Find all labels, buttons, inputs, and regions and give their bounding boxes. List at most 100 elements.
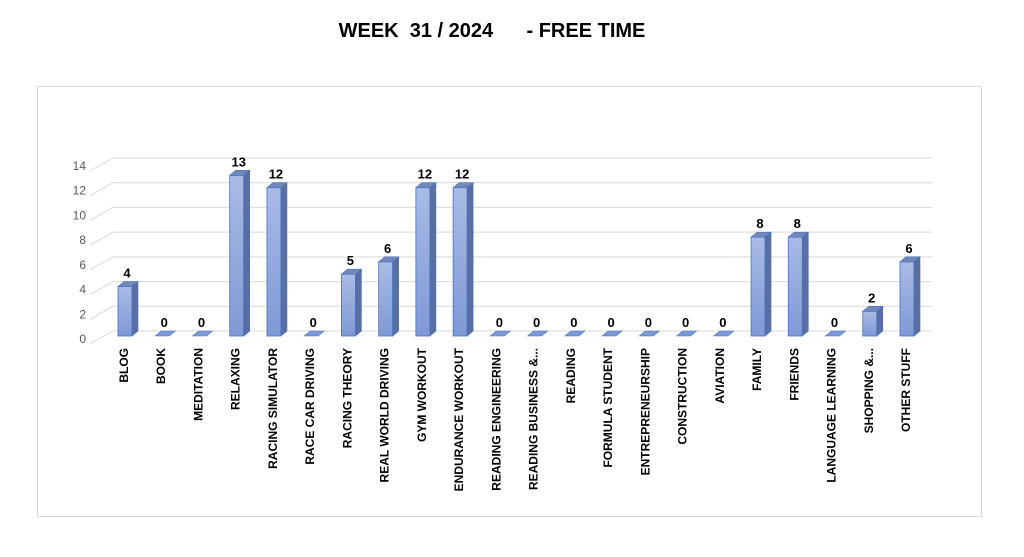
data-label: 0 (533, 315, 540, 330)
gridline (89, 256, 932, 271)
y-tick-label: 10 (73, 208, 87, 222)
gridline (89, 157, 932, 172)
chart-title: WEEK 31 / 2024 - FREE TIME (338, 20, 646, 42)
bar-top (861, 305, 884, 312)
bar-top (787, 231, 810, 238)
bar-top (117, 281, 139, 287)
bar-top (191, 330, 214, 337)
data-label: 2 (868, 290, 875, 305)
data-label: 4 (123, 266, 131, 281)
bar (787, 236, 803, 337)
bar-side (243, 169, 251, 337)
bar-side (466, 182, 474, 337)
data-label: 0 (607, 315, 614, 330)
bar-top (712, 330, 735, 337)
data-label: 0 (161, 315, 168, 330)
bar-side (392, 256, 399, 337)
y-tick-label: 8 (79, 233, 86, 247)
x-tick-label: BLOG (117, 348, 131, 383)
chart-frame (37, 86, 982, 517)
bar (452, 187, 468, 337)
y-tick-label: 12 (73, 184, 87, 198)
data-label: 13 (231, 154, 245, 169)
bar-side (764, 231, 772, 337)
y-tick-label: 14 (73, 159, 87, 173)
bar-top (415, 182, 437, 189)
data-label: 12 (455, 167, 469, 182)
data-label: 12 (418, 167, 432, 182)
bar-side (280, 182, 288, 337)
x-tick-label: FRIENDS (787, 348, 801, 401)
bar-side (131, 280, 139, 337)
bar-top (638, 330, 661, 337)
bar-top (154, 330, 177, 337)
x-tick-label: RELAXING (229, 348, 243, 410)
x-tick-label: FAMILY (750, 348, 764, 391)
bar-top (340, 268, 363, 275)
bar-top (489, 330, 512, 337)
data-label: 0 (719, 315, 726, 330)
bar (229, 174, 245, 337)
bar-top (266, 182, 288, 189)
bar-side (429, 182, 437, 337)
bar (378, 261, 394, 337)
bar (750, 236, 766, 337)
data-label: 8 (756, 216, 763, 231)
x-tick-label: OTHER STUFF (899, 348, 913, 432)
data-label: 8 (794, 216, 801, 231)
bar-top (601, 330, 623, 337)
y-tick-label: 0 (79, 332, 86, 346)
data-label: 0 (645, 315, 652, 330)
bar (862, 310, 878, 337)
y-tick-label: 6 (79, 258, 86, 272)
x-tick-label: ENDURANCE WORKOUT (452, 347, 466, 491)
bar-top (824, 330, 847, 337)
bar-top (750, 231, 772, 238)
data-label: 0 (570, 315, 577, 330)
data-label: 6 (384, 241, 391, 256)
bar-top (377, 256, 400, 263)
x-tick-label: RACING SIMULATOR (266, 348, 280, 469)
gridline (89, 182, 932, 197)
x-tick-label: AVIATION (713, 348, 727, 404)
x-tick-label: RACE CAR DRIVING (303, 348, 317, 465)
bar-top (564, 330, 586, 337)
data-label: 0 (682, 315, 689, 330)
x-tick-label: ENTREPRENEURSHIP (638, 348, 652, 475)
x-tick-label: READING ENGINEERING (489, 348, 503, 491)
data-label: 6 (905, 241, 912, 256)
bar (415, 187, 431, 337)
data-label: 5 (347, 253, 354, 268)
bar-side (801, 231, 809, 337)
x-tick-label: READING (564, 348, 578, 403)
bar (117, 286, 133, 337)
y-tick-label: 4 (79, 283, 86, 297)
x-tick-label: LANGUAGE LEARNING (825, 348, 839, 483)
gridline (89, 305, 932, 320)
bar-top (452, 182, 474, 189)
bar (899, 261, 915, 337)
x-tick-label: READING BUSINESS &... (527, 348, 541, 490)
bar-top (526, 330, 549, 337)
x-tick-label: RACING THEORY (340, 348, 354, 448)
gridline (89, 231, 932, 246)
bar (341, 273, 356, 337)
bar-top (303, 330, 326, 337)
bar-top (675, 330, 698, 337)
gridline (89, 206, 932, 221)
bar-top (228, 170, 251, 176)
bar-side (913, 256, 921, 337)
data-label: 0 (310, 315, 317, 330)
bar (266, 187, 282, 337)
x-tick-label: REAL WORLD DRIVING (378, 348, 392, 482)
x-tick-label: MEDITATION (191, 348, 205, 421)
x-tick-label: BOOK (154, 348, 168, 384)
data-label: 12 (269, 167, 283, 182)
y-tick-label: 2 (79, 307, 86, 321)
bar-top (899, 256, 921, 263)
bar-side (355, 268, 362, 337)
data-label: 0 (496, 315, 503, 330)
x-tick-label: GYM WORKOUT (415, 347, 429, 442)
gridline (89, 281, 932, 296)
